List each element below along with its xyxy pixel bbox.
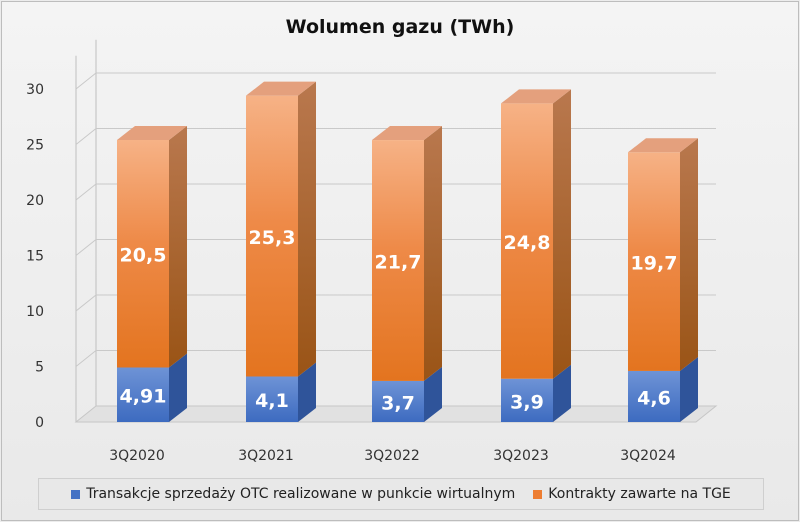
- bar-segment-otc: [246, 362, 316, 422]
- bar-segment-tge: [501, 89, 571, 379]
- bar-3Q2022: 3,7 21,7: [372, 126, 442, 422]
- legend-label: Transakcje sprzedaży OTC realizowane w p…: [86, 486, 516, 502]
- data-label-otc: 3,7: [381, 392, 415, 414]
- bar-segment-tge: [628, 138, 698, 371]
- bar-3Q2024: 4,6 19,7: [628, 138, 698, 422]
- y-tick-label: 20: [26, 193, 44, 209]
- data-label-tge: 24,8: [504, 232, 551, 254]
- data-label-tge: 20,5: [120, 245, 167, 267]
- bar-segment-otc: [628, 356, 698, 422]
- legend-item-1: Kontrakty zawarte na TGE: [533, 486, 731, 502]
- legend-item-0: Transakcje sprzedaży OTC realizowane w p…: [71, 486, 515, 502]
- data-label-tge: 19,7: [631, 253, 678, 275]
- bar-segment-tge: [246, 81, 316, 377]
- y-tick-label: 15: [26, 249, 44, 265]
- y-tick-label: 0: [35, 415, 44, 431]
- chart-plot: 0 5 10 15 20 25 30 3Q2020 3Q2021 3Q2022 3Q2023 3Q20…: [26, 39, 718, 464]
- bar-3Q2023: 3,9 24,8: [501, 89, 571, 422]
- data-label-otc: 4,1: [255, 390, 289, 412]
- x-tick-label: 3Q2021: [238, 448, 294, 464]
- bar-segment-otc: [117, 353, 187, 422]
- x-tick-label: 3Q2020: [109, 448, 165, 464]
- x-tick-label: 3Q2023: [493, 448, 549, 464]
- legend-label: Kontrakty zawarte na TGE: [548, 486, 731, 502]
- y-tick-label: 25: [26, 138, 44, 154]
- bar-segment-otc: [501, 364, 571, 422]
- gridline: [75, 72, 716, 90]
- y-tick-label: 5: [35, 360, 44, 376]
- data-label-otc: 4,6: [637, 387, 671, 409]
- bar-3Q2021: 4,1 25,3: [246, 81, 316, 422]
- data-label-tge: 21,7: [375, 251, 422, 273]
- x-tick-label: 3Q2024: [620, 448, 676, 464]
- y-tick-label: 30: [26, 82, 44, 98]
- bar-segment-tge: [372, 126, 442, 381]
- y-tick-label: 10: [26, 304, 44, 320]
- bar-segment-tge: [117, 125, 187, 368]
- data-label-otc: 3,9: [510, 391, 544, 413]
- legend-swatch: [71, 489, 81, 499]
- chart-legend: Transakcje sprzedaży OTC realizowane w p…: [38, 478, 764, 510]
- chart-title: Wolumen gazu (TWh): [285, 16, 515, 38]
- data-label-otc: 4,91: [120, 386, 167, 408]
- x-tick-label: 3Q2022: [364, 448, 420, 464]
- bar-segment-otc: [372, 366, 442, 422]
- bar-3Q2020: 4,91 20,5: [117, 125, 187, 422]
- data-label-tge: 25,3: [249, 227, 296, 249]
- legend-swatch: [533, 489, 543, 499]
